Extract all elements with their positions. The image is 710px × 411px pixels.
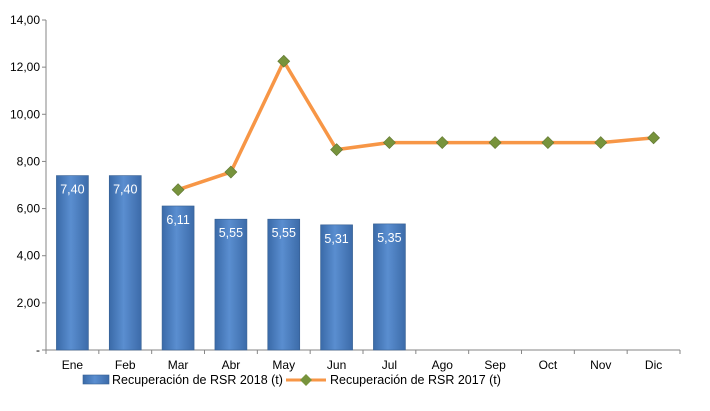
series-line (177, 59, 654, 192)
line-series (171, 54, 661, 197)
legend-bar-swatch (82, 374, 110, 385)
x-tick-label: Oct (539, 358, 558, 372)
bar-data-label: 5,55 (219, 226, 243, 240)
bar (161, 205, 195, 351)
x-tick-label: Jun (327, 358, 346, 372)
y-tick-label: 8,00 (17, 154, 41, 168)
bar-data-label: 5,31 (324, 232, 348, 246)
bar (214, 218, 248, 351)
y-axis: - 2,00 4,00 6,00 8,00 10,00 12,00 14,00 (10, 13, 47, 357)
bar-data-label: 6,11 (166, 213, 189, 227)
y-tick-label: 14,00 (10, 13, 40, 27)
bar-series: 7,40 7,40 6,11 5,55 5,55 5,31 5,35 (56, 175, 406, 351)
line-point-marker (224, 165, 238, 179)
bar (320, 224, 353, 351)
x-tick-label: Ene (62, 358, 84, 372)
y-tick-label: - (36, 343, 40, 357)
x-tick-label: May (272, 358, 295, 372)
y-tick-label: 4,00 (17, 249, 41, 263)
x-tick-label: Jul (382, 358, 397, 372)
line-point-marker (171, 183, 185, 197)
x-axis: Ene Feb Mar Abr May Jun Jul Ago Sep Oct Nov Dic (45, 349, 681, 372)
bar-data-label: 7,40 (113, 183, 137, 197)
line-point-marker (382, 136, 396, 149)
bar (373, 223, 406, 351)
y-tick-label: 12,00 (10, 60, 40, 74)
y-tick-label: 2,00 (17, 296, 41, 310)
legend-label: Recuperación de RSR 2018 (t) (112, 373, 283, 387)
line-point-marker (647, 131, 661, 145)
line-point-marker (594, 136, 608, 149)
line-point-marker (330, 143, 344, 157)
line-point-marker (435, 136, 449, 149)
line-point-marker (277, 54, 291, 68)
bar-data-label: 7,40 (60, 183, 84, 197)
line-point-marker (541, 136, 555, 149)
y-tick-label: 6,00 (17, 202, 41, 216)
bar-data-label: 5,35 (377, 231, 401, 245)
x-tick-label: Dic (645, 358, 662, 372)
legend-marker-swatch (300, 374, 312, 386)
line-point-marker (488, 136, 502, 149)
bar (267, 218, 301, 351)
x-tick-label: Abr (222, 358, 241, 372)
bar (56, 175, 89, 351)
x-tick-label: Sep (484, 358, 506, 372)
x-tick-label: Ago (432, 358, 454, 372)
bar-data-label: 5,55 (272, 226, 296, 240)
y-tick-label: 10,00 (10, 107, 40, 121)
x-tick-label: Feb (115, 358, 136, 372)
legend: Recuperación de RSR 2018 (t) Recuperación… (82, 373, 501, 387)
x-tick-label: Nov (590, 358, 611, 372)
legend-label: Recuperación de RSR 2017 (t) (330, 373, 501, 387)
bar (108, 175, 142, 351)
x-tick-label: Mar (168, 358, 189, 372)
